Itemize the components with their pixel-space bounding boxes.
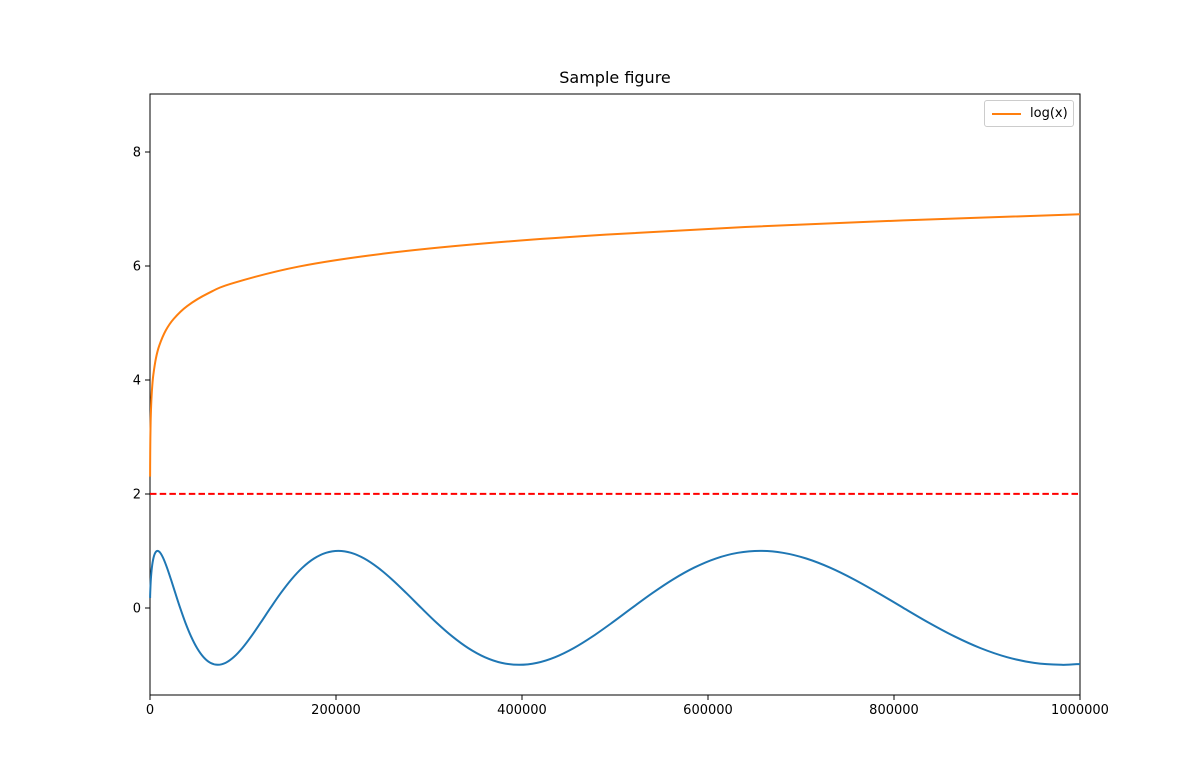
x-tick-label: 800000 [869, 703, 919, 718]
legend-label: log(x) [1030, 106, 1068, 121]
x-tick-label: 600000 [683, 703, 733, 718]
log-curve [149, 213, 1081, 477]
legend-line-sample-icon [992, 112, 1021, 115]
x-tick-label: 400000 [497, 703, 547, 718]
sine-curve [149, 549, 1081, 666]
chart-title: Sample figure [559, 68, 671, 87]
y-tick-label: 6 [133, 260, 141, 275]
x-tick-label: 1000000 [1051, 703, 1109, 718]
plot-frame [149, 93, 1081, 696]
x-tick-label: 200000 [311, 703, 361, 718]
y-tick-label: 8 [133, 146, 141, 161]
legend-box: log(x) [984, 100, 1074, 127]
y-tick-label: 4 [133, 373, 141, 388]
y-tick-label: 0 [133, 601, 141, 616]
y-tick-label: 2 [133, 487, 141, 502]
x-tick-label: 0 [146, 703, 154, 718]
